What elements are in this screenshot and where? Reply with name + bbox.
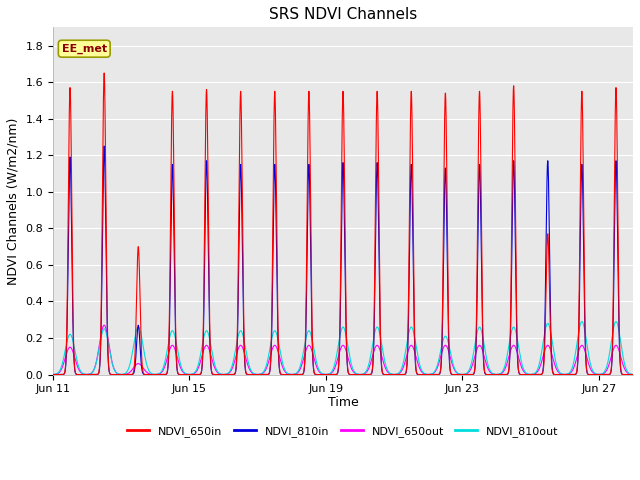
NDVI_810out: [534, 365, 542, 371]
NDVI_650out: [134, 361, 141, 367]
NDVI_810in: [525, 372, 533, 377]
NDVI_650in: [525, 372, 533, 377]
NDVI_650in: [100, 70, 108, 76]
Text: EE_met: EE_met: [61, 44, 107, 54]
NDVI_650in: [181, 372, 189, 377]
NDVI_810out: [629, 372, 637, 377]
NDVI_650out: [424, 372, 432, 377]
Y-axis label: NDVI Channels (W/m2/nm): NDVI Channels (W/m2/nm): [7, 117, 20, 285]
NDVI_810in: [424, 372, 432, 377]
Line: NDVI_650in: NDVI_650in: [53, 73, 633, 374]
NDVI_810in: [181, 372, 189, 377]
NDVI_650in: [106, 371, 114, 377]
Legend: NDVI_650in, NDVI_810in, NDVI_650out, NDVI_810out: NDVI_650in, NDVI_810in, NDVI_650out, NDV…: [123, 422, 563, 442]
NDVI_650in: [629, 372, 637, 377]
NDVI_650in: [424, 372, 432, 377]
NDVI_810in: [49, 372, 57, 377]
NDVI_650out: [100, 323, 108, 328]
NDVI_810in: [134, 327, 141, 333]
NDVI_650out: [49, 372, 57, 377]
NDVI_650out: [525, 372, 533, 377]
NDVI_650out: [181, 371, 189, 377]
NDVI_810in: [629, 372, 637, 377]
NDVI_650out: [106, 349, 114, 355]
Title: SRS NDVI Channels: SRS NDVI Channels: [269, 7, 417, 22]
NDVI_810out: [106, 350, 114, 356]
NDVI_810out: [49, 372, 57, 377]
X-axis label: Time: Time: [328, 396, 358, 408]
NDVI_810out: [134, 325, 141, 331]
NDVI_810out: [612, 319, 620, 324]
NDVI_650in: [134, 257, 141, 263]
NDVI_810out: [424, 372, 432, 377]
NDVI_650in: [49, 372, 57, 377]
NDVI_650in: [534, 372, 542, 377]
NDVI_810out: [181, 371, 189, 376]
Line: NDVI_810in: NDVI_810in: [53, 146, 633, 374]
NDVI_650out: [534, 368, 542, 373]
Line: NDVI_650out: NDVI_650out: [53, 325, 633, 374]
NDVI_810in: [534, 372, 542, 377]
NDVI_650out: [629, 372, 637, 377]
Line: NDVI_810out: NDVI_810out: [53, 322, 633, 374]
NDVI_810in: [100, 143, 108, 149]
NDVI_810in: [106, 371, 114, 377]
NDVI_810out: [525, 372, 533, 377]
